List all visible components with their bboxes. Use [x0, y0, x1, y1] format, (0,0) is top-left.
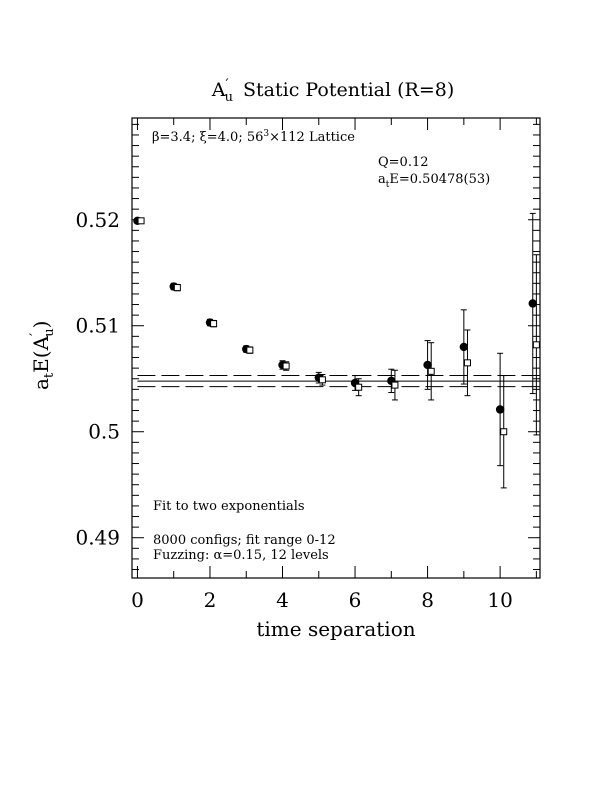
- marker-open-square: [532, 341, 540, 349]
- plot-frame: [131, 117, 541, 579]
- y-tick-label: 0.5: [88, 420, 120, 444]
- data-point: [391, 369, 399, 401]
- fit-band: [137, 374, 540, 388]
- energy-annotation: atE=0.50478(53): [378, 172, 490, 190]
- data-point: [423, 340, 432, 390]
- marker-filled-circle: [528, 299, 537, 308]
- title-main: A: [211, 79, 226, 101]
- marker-open-square: [318, 376, 326, 384]
- marker-open-square: [463, 359, 471, 367]
- x-tick-label: 0: [131, 588, 144, 612]
- tick-labels: 0 2 4 6 8 10 0.49 0.5 0.51 0.52: [75, 208, 512, 612]
- data-point: [355, 378, 363, 397]
- data-point: [495, 352, 505, 467]
- data-point: [210, 319, 218, 328]
- y-tick-label: 0.51: [75, 314, 120, 338]
- data-point: [528, 212, 537, 395]
- marker-filled-circle: [423, 360, 432, 370]
- data-series: [133, 212, 540, 489]
- x-tick-label: 10: [487, 588, 512, 612]
- y-axis-label: atE(A′u): [28, 321, 57, 390]
- fuzzing-annotation: Fuzzing: α=0.15, 12 levels: [153, 548, 329, 563]
- data-point: [318, 373, 326, 386]
- q-annotation: Q=0.12: [378, 155, 429, 170]
- x-tick-label: 2: [204, 588, 217, 612]
- marker-open-square: [246, 346, 254, 354]
- x-tick-label: 8: [421, 588, 434, 612]
- data-point: [427, 342, 435, 401]
- axis-ticks: [132, 118, 540, 578]
- data-point: [282, 361, 290, 371]
- marker-filled-circle: [459, 342, 469, 352]
- marker-open-square: [137, 217, 145, 225]
- title-rest: Static Potential (R=8): [243, 79, 454, 101]
- x-tick-label: 4: [276, 588, 289, 612]
- data-point: [463, 329, 471, 397]
- data-point: [246, 346, 254, 354]
- data-point: [500, 375, 508, 489]
- marker-open-square: [210, 320, 218, 328]
- chart-title: A′ u Static Potential (R=8): [211, 77, 455, 105]
- data-point: [459, 309, 469, 385]
- configs-annotation: 8000 configs; fit range 0-12: [153, 533, 336, 548]
- marker-open-square: [282, 362, 290, 370]
- marker-open-square: [355, 383, 363, 391]
- marker-open-square: [173, 284, 181, 292]
- y-tick-label: 0.49: [75, 526, 120, 550]
- data-point: [387, 368, 396, 394]
- x-tick-label: 6: [349, 588, 362, 612]
- x-axis-label: time separation: [256, 617, 415, 641]
- y-tick-label: 0.52: [75, 208, 120, 232]
- title-prime: ′: [225, 77, 228, 93]
- fit-description: Fit to two exponentials: [153, 499, 305, 514]
- data-point: [532, 254, 540, 436]
- marker-filled-circle: [495, 405, 505, 414]
- lattice-annotation: β=3.4; ξ=4.0; 563×112 Lattice: [152, 129, 355, 145]
- marker-open-square: [427, 367, 435, 375]
- data-point: [173, 283, 181, 292]
- marker-open-square: [500, 428, 508, 436]
- title-sub: u: [225, 90, 233, 105]
- marker-open-square: [391, 381, 399, 389]
- data-point: [137, 217, 145, 225]
